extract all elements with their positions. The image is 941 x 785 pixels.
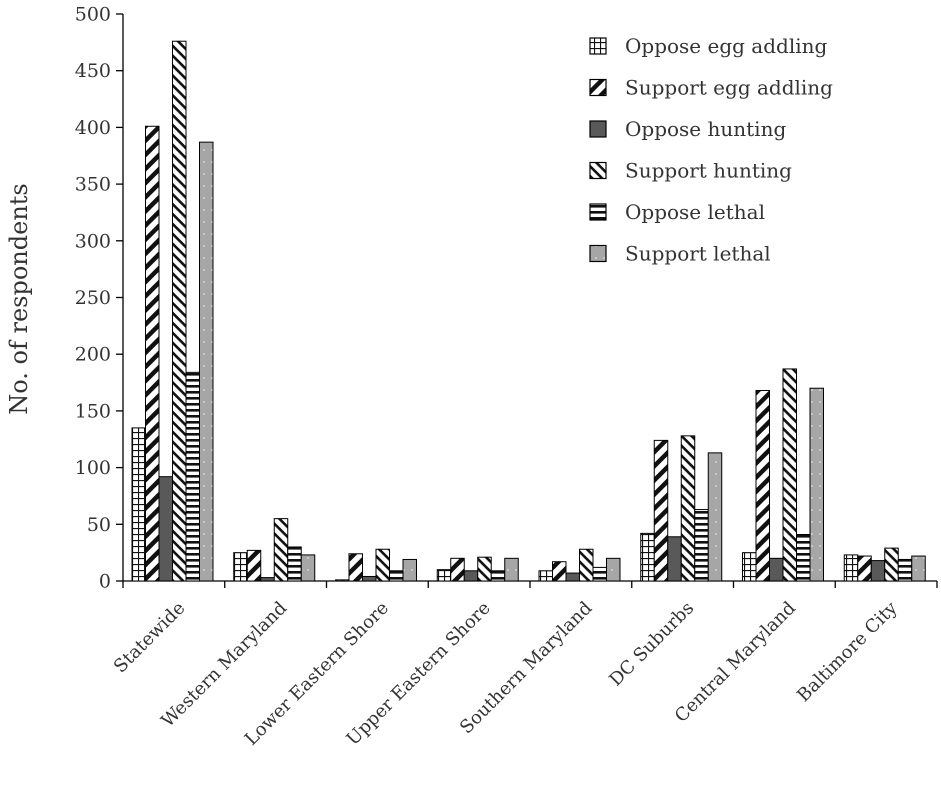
y-axis: 0 50 100 150 200 250 300 350 400 450 500 xyxy=(75,4,124,593)
bar-diag-down xyxy=(579,548,594,582)
y-tick-label: 200 xyxy=(75,344,111,366)
bar-diag-up xyxy=(450,557,465,582)
bar-grid xyxy=(131,427,146,582)
bar-diag-down xyxy=(884,547,899,582)
bar-solid-dark xyxy=(565,572,580,582)
y-tick-label: 400 xyxy=(75,117,111,139)
bar-dotted-gray xyxy=(809,387,824,582)
legend-label: Oppose lethal xyxy=(625,200,765,224)
bar-solid-dark xyxy=(667,536,682,582)
bar-diag-up xyxy=(552,561,567,582)
category-label: Baltimore City xyxy=(793,597,902,706)
bar-solid-dark xyxy=(769,557,784,582)
bar-diag-down xyxy=(375,548,390,582)
legend-label: Oppose egg addling xyxy=(625,34,828,58)
y-tick-label: 250 xyxy=(75,287,111,309)
bar-grid xyxy=(436,569,452,582)
bar-horizontal xyxy=(796,534,811,582)
bar-solid-dark xyxy=(362,575,377,582)
y-tick-label: 0 xyxy=(99,571,111,593)
category-label: DC Suburbs xyxy=(605,598,698,691)
bar-horizontal xyxy=(694,509,709,582)
bar-diag-up xyxy=(857,555,872,582)
legend-swatch xyxy=(589,120,607,138)
bar-diag-up xyxy=(348,553,363,582)
y-tick-label: 500 xyxy=(75,4,111,26)
y-axis-title: No. of respondents xyxy=(5,183,33,415)
legend-swatch xyxy=(589,203,607,221)
bar-solid-dark xyxy=(158,476,173,582)
bar-dotted-gray xyxy=(300,554,316,582)
legend-label: Support hunting xyxy=(625,159,792,183)
bars xyxy=(131,40,926,582)
bar-diag-up xyxy=(755,389,770,582)
bar-grid xyxy=(843,554,859,582)
legend-label: Support lethal xyxy=(625,242,771,266)
bar-dotted-gray xyxy=(606,557,621,582)
bar-grid xyxy=(640,532,655,582)
legend: Oppose egg addling Support egg addling Opp… xyxy=(589,34,833,266)
bar-diag-down xyxy=(477,556,492,582)
legend-label: Support egg addling xyxy=(625,76,833,100)
bar-grid xyxy=(538,570,553,582)
legend-swatch xyxy=(589,244,607,263)
legend-swatch xyxy=(589,161,607,180)
bar-dotted-gray xyxy=(707,452,723,582)
legend-swatch xyxy=(589,37,607,55)
bar-solid-dark xyxy=(870,560,886,582)
bar-solid-dark xyxy=(463,570,479,582)
bar-grid xyxy=(335,579,350,582)
bar-diag-down xyxy=(680,435,696,582)
y-tick-label: 50 xyxy=(87,514,111,536)
bar-horizontal xyxy=(185,371,200,582)
legend-label: Oppose hunting xyxy=(625,117,786,141)
bar-diag-up xyxy=(246,549,262,582)
bar-horizontal xyxy=(490,570,506,582)
bar-horizontal xyxy=(389,570,404,582)
y-tick-label: 350 xyxy=(75,174,111,196)
bar-dotted-gray xyxy=(402,558,417,582)
y-tick-label: 150 xyxy=(75,400,111,422)
bar-diag-up xyxy=(653,439,669,582)
bar-horizontal xyxy=(287,546,302,582)
bar-diag-down xyxy=(273,518,289,582)
y-tick-label: 100 xyxy=(75,457,111,479)
legend-swatch xyxy=(589,78,607,97)
bar-dotted-gray xyxy=(504,557,519,582)
bar-dotted-gray xyxy=(911,555,926,582)
bar-grid xyxy=(233,552,248,582)
category-label: Statewide xyxy=(110,598,190,678)
bar-grid xyxy=(742,552,757,582)
bar-diag-up xyxy=(145,125,160,582)
bar-diag-down xyxy=(172,40,187,582)
bar-horizontal xyxy=(592,566,607,582)
bar-dotted-gray xyxy=(199,141,214,582)
bar-solid-dark xyxy=(260,577,275,582)
bar-diag-down xyxy=(782,368,797,582)
y-tick-label: 450 xyxy=(75,60,111,82)
bar-horizontal xyxy=(897,558,913,582)
y-tick-label: 300 xyxy=(75,230,111,252)
